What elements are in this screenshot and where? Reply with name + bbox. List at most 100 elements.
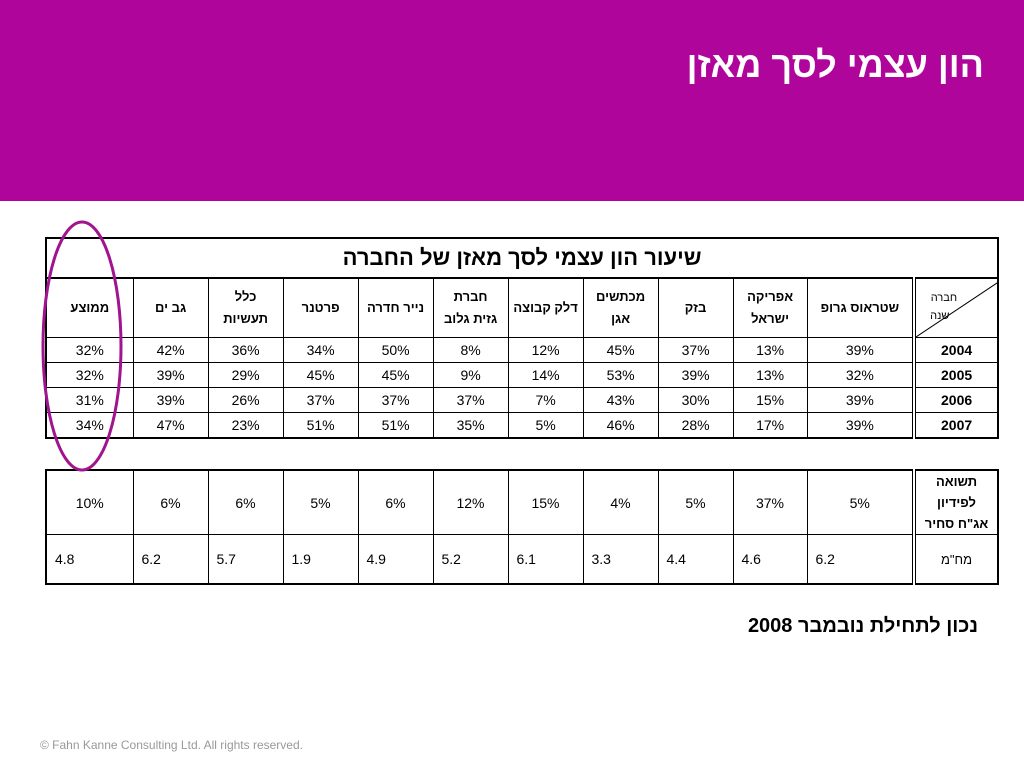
column-header: אפריקה ישראל	[732, 277, 808, 338]
value-text: 3.3	[591, 551, 611, 567]
value-cell: 5%	[507, 412, 584, 439]
value-cell: 4.8	[45, 534, 134, 585]
line-text: תשואה	[935, 474, 978, 489]
year-cell: 2006	[912, 387, 999, 413]
equity-ratio-table: שיעור הון עצמי לסך מאזן של החברה חברה שנה…	[44, 237, 1000, 439]
value-cell: 28%	[657, 412, 734, 439]
value-text: 6.2	[141, 551, 161, 567]
value-cell: 5%	[282, 469, 359, 535]
year-cell: 2004	[912, 337, 999, 363]
line-text: אפריקה	[747, 289, 794, 304]
value-cell: 9%	[432, 362, 509, 388]
value-cell: 39%	[806, 387, 915, 413]
value-cell: 35%	[432, 412, 509, 439]
column-header: דלק קבוצה	[507, 277, 584, 338]
value-cell: 6.2	[132, 534, 209, 585]
value-cell: 51%	[357, 412, 434, 439]
value-text: 1.9	[291, 551, 311, 567]
line-text: חברת	[453, 289, 488, 304]
value-cell: 30%	[657, 387, 734, 413]
value-cell: 37%	[282, 387, 359, 413]
value-cell: 32%	[45, 337, 134, 363]
column-header: נייר חדרה	[357, 277, 434, 338]
line-text: מכתשים	[595, 289, 646, 304]
value-text: 4.9	[366, 551, 386, 567]
line-text: ממוצע	[70, 300, 110, 315]
column-header: כלל תעשיות	[207, 277, 284, 338]
value-cell: 13%	[732, 362, 808, 388]
value-cell: 4.6	[732, 534, 808, 585]
value-text: 6.1	[516, 551, 536, 567]
line-text: בזק	[684, 300, 707, 315]
value-cell: 39%	[806, 412, 915, 439]
value-cell: 42%	[132, 337, 209, 363]
value-cell: 17%	[732, 412, 808, 439]
row-label: מח"מ	[912, 534, 999, 585]
slide-title: הון עצמי לסך מאזן	[686, 44, 984, 85]
line-text: פרטנר	[301, 300, 340, 315]
corner-company-label: חברה	[930, 292, 958, 304]
value-cell: 5%	[657, 469, 734, 535]
bond-yield-table: תשואה לפידיון אג"ח סחיר 5% 37% 5% 4% 15% 12% 6% 5%…	[45, 469, 999, 585]
line-text: מח"מ	[940, 551, 973, 567]
value-cell: 15%	[732, 387, 808, 413]
value-text: 4.4	[666, 551, 686, 567]
value-cell: 5%	[806, 469, 915, 535]
table-row: מח"מ 6.2 4.6 4.4 3.3 6.1 5.2 4.9 1.9 5.7 6.2 4.8	[45, 534, 999, 585]
value-cell: 15%	[507, 469, 584, 535]
value-cell: 36%	[207, 337, 284, 363]
value-cell: 46%	[582, 412, 659, 439]
value-cell: 43%	[582, 387, 659, 413]
value-cell: 4.9	[357, 534, 434, 585]
table-row: 2007 39% 17% 28% 46% 5% 35% 51% 51% 23% 47% 34%	[45, 412, 999, 439]
value-cell: 34%	[282, 337, 359, 363]
column-header: בזק	[657, 277, 734, 338]
value-text: 5.2	[441, 551, 461, 567]
value-cell: 6%	[207, 469, 284, 535]
table-row: 2004 39% 13% 37% 45% 12% 8% 50% 34% 36% 42% 32%	[45, 337, 999, 363]
year-cell: 2005	[912, 362, 999, 388]
value-cell: 1.9	[282, 534, 359, 585]
value-cell: 5.2	[432, 534, 509, 585]
value-cell: 6.2	[806, 534, 915, 585]
value-cell: 8%	[432, 337, 509, 363]
year-cell: 2007	[912, 412, 999, 439]
value-cell: 4%	[582, 469, 659, 535]
copyright-footer: © Fahn Kanne Consulting Ltd. All rights …	[40, 738, 303, 752]
value-cell: 26%	[207, 387, 284, 413]
table-row: תשואה לפידיון אג"ח סחיר 5% 37% 5% 4% 15% 12% 6% 5%…	[45, 469, 999, 535]
header-banner: הון עצמי לסך מאזן	[0, 0, 1024, 201]
value-cell: 50%	[357, 337, 434, 363]
value-cell: 39%	[132, 362, 209, 388]
value-cell: 12%	[432, 469, 509, 535]
column-header: גב ים	[132, 277, 209, 338]
line-text: כלל	[234, 289, 257, 304]
value-cell: 32%	[806, 362, 915, 388]
corner-diagonal	[918, 282, 998, 337]
value-cell: 7%	[507, 387, 584, 413]
column-header: ממוצע	[45, 277, 134, 338]
value-cell: 39%	[806, 337, 915, 363]
value-cell: 31%	[45, 387, 134, 413]
value-cell: 39%	[132, 387, 209, 413]
value-cell: 37%	[657, 337, 734, 363]
line-text: גזית גלוב	[443, 311, 498, 326]
column-header: שטראוס גרופ	[806, 277, 915, 338]
line-text: תעשיות	[223, 311, 268, 326]
value-cell: 10%	[45, 469, 134, 535]
line-text: גב ים	[155, 300, 187, 315]
value-cell: 53%	[582, 362, 659, 388]
value-cell: 4.4	[657, 534, 734, 585]
line-text: נייר חדרה	[367, 300, 425, 315]
value-cell: 32%	[45, 362, 134, 388]
line-text: לפידיון	[937, 495, 976, 510]
value-cell: 39%	[657, 362, 734, 388]
value-cell: 37%	[357, 387, 434, 413]
line-text: ישראל	[751, 311, 790, 326]
line-text: אגן	[611, 311, 631, 326]
table-row: 2006 39% 15% 30% 43% 7% 37% 37% 37% 26% 39% 31%	[45, 387, 999, 413]
line-text: דלק קבוצה	[513, 300, 578, 315]
value-cell: 47%	[132, 412, 209, 439]
value-cell: 45%	[582, 337, 659, 363]
value-cell: 34%	[45, 412, 134, 439]
